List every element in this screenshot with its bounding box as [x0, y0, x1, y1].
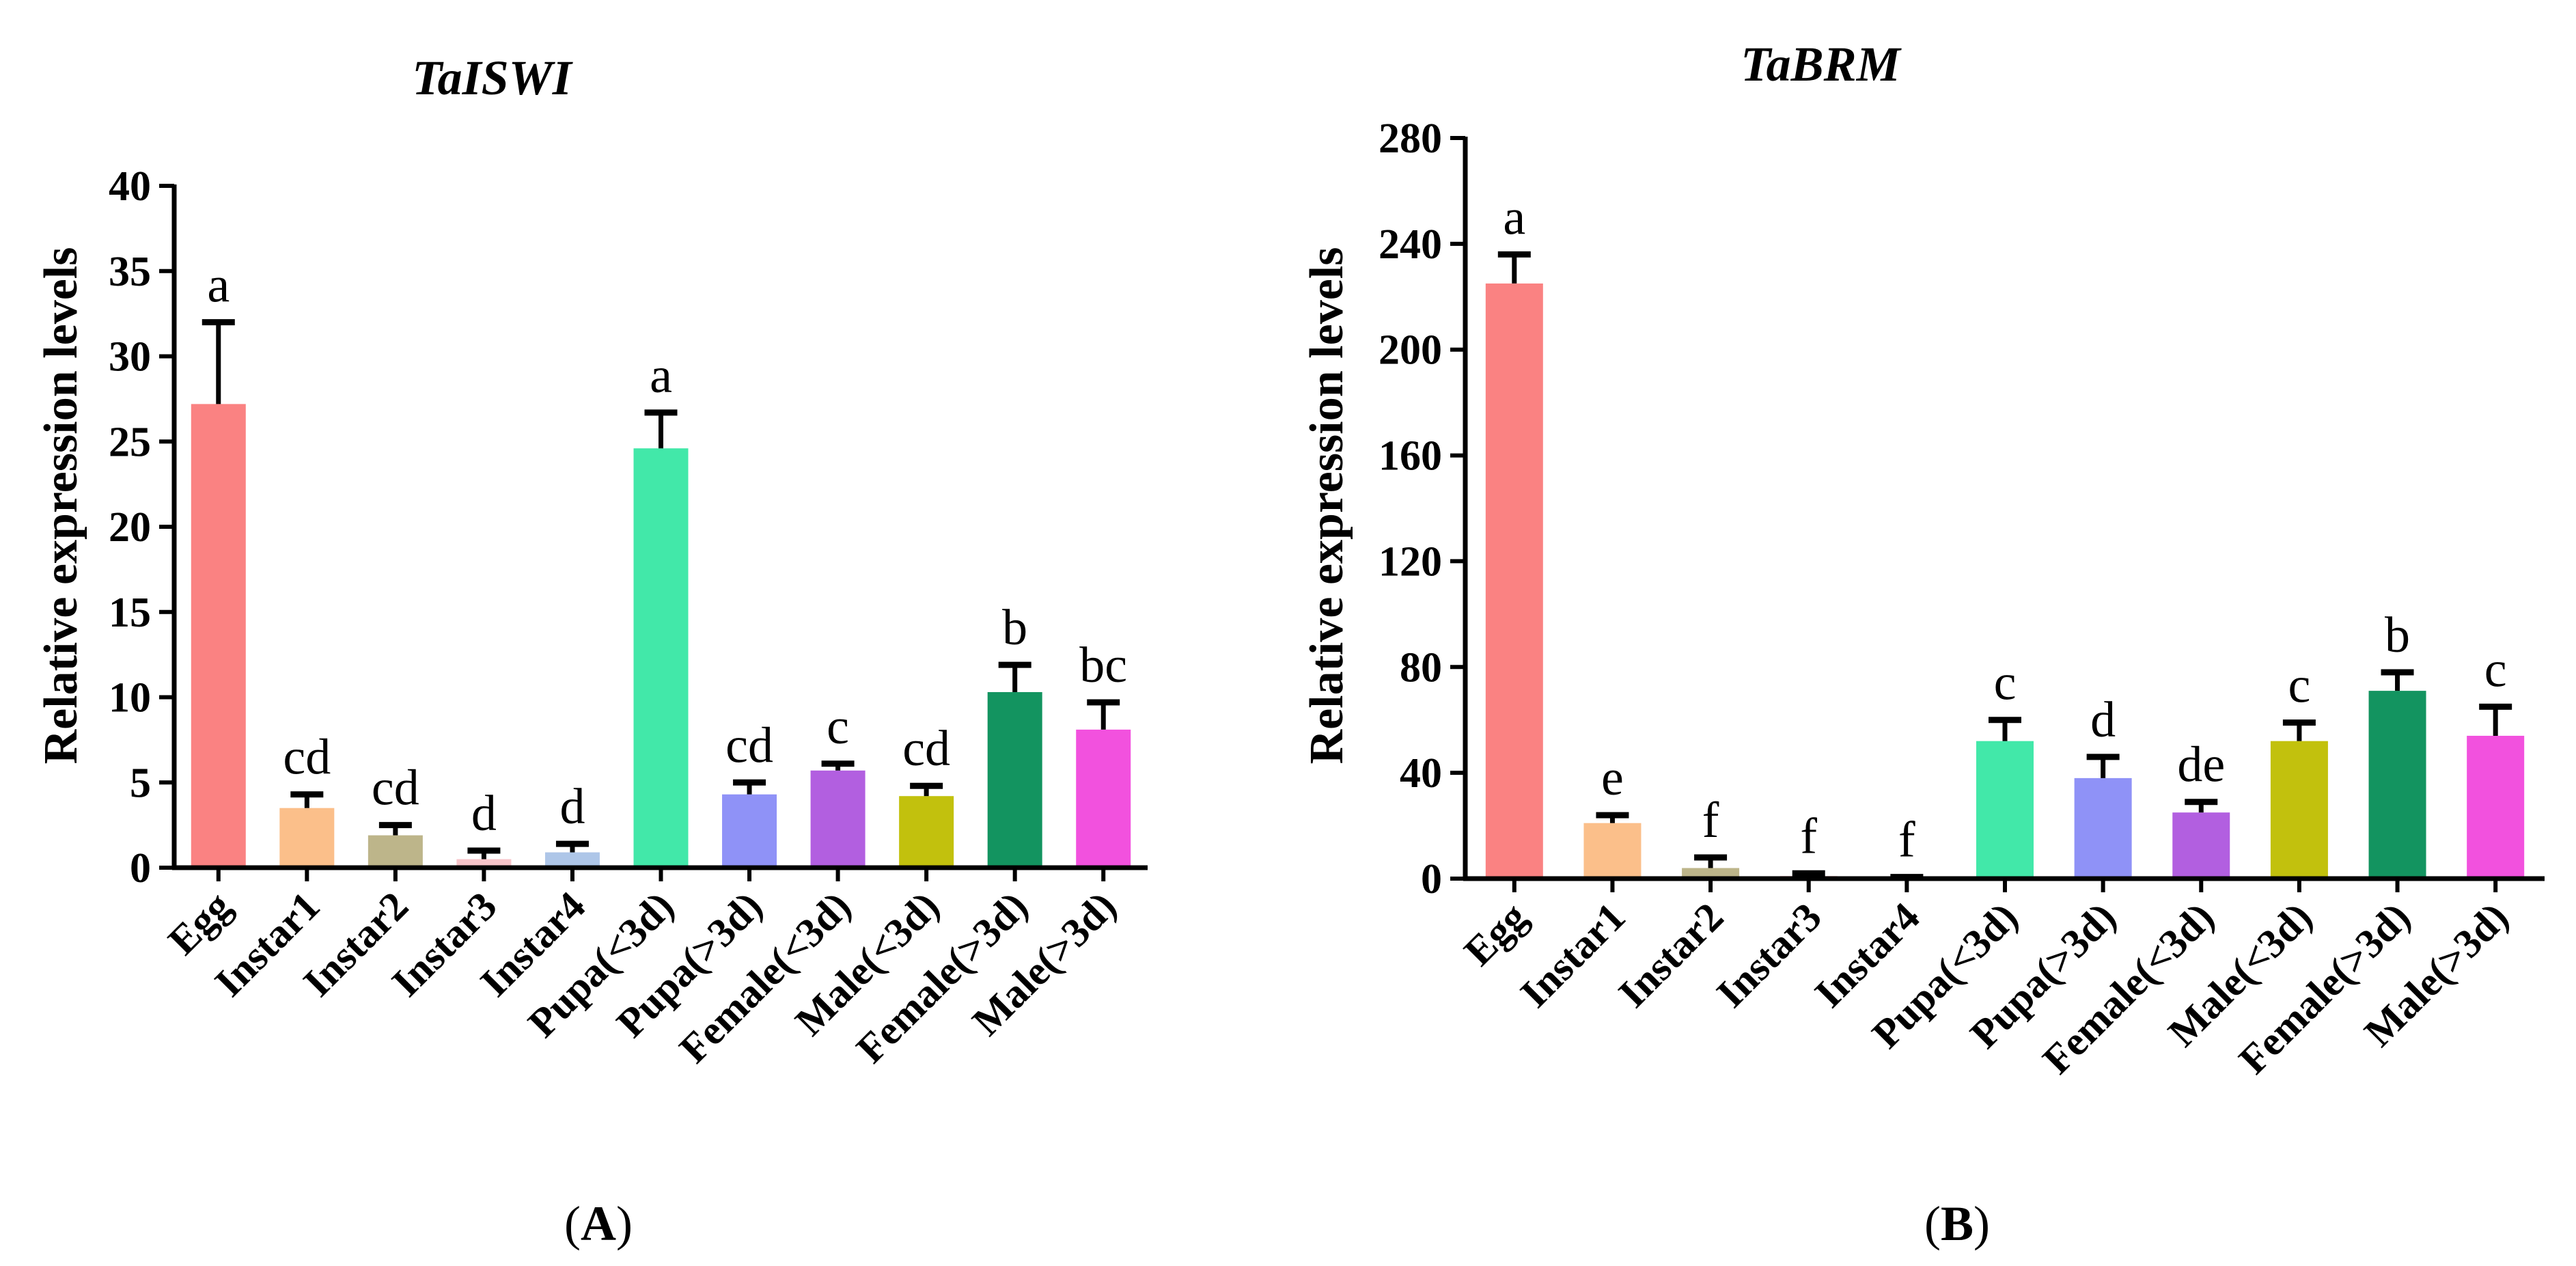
- significance-letter: a: [650, 348, 672, 404]
- category-labels: EggInstar1Instar2Instar3Instar4Pupa(<3d)…: [1456, 894, 2517, 1083]
- bar: [2172, 812, 2230, 879]
- significance-letter: c: [1994, 655, 2017, 711]
- x-tick-label: Instar2: [1610, 894, 1732, 1017]
- y-axis-label: Relative expression levels: [35, 247, 87, 765]
- bar: [810, 770, 865, 868]
- significance-letter: c: [2484, 642, 2507, 698]
- bar: [1682, 868, 1740, 879]
- significance-letter: cd: [725, 717, 773, 773]
- bar: [2074, 778, 2132, 879]
- y-tick-label: 35: [109, 249, 151, 295]
- y-axis-ticks: 0 40 80 120 160 200 240 280: [1379, 115, 1465, 903]
- chart-tabrm: TaBRM Relative expression levels 0 40 80 12…: [1301, 37, 2545, 1251]
- axes: [1463, 137, 2545, 892]
- significance-letter: cd: [372, 760, 419, 816]
- y-tick-label: 0: [130, 845, 151, 892]
- panel-label: (B): [1924, 1196, 1990, 1251]
- y-tick-label: 200: [1379, 327, 1442, 374]
- bar: [987, 692, 1042, 868]
- significance-letter: b: [2385, 607, 2410, 663]
- y-tick-label: 280: [1379, 115, 1442, 162]
- bar: [2270, 741, 2328, 879]
- significance-letter: f: [1800, 808, 1817, 864]
- panel-label: (A): [564, 1196, 633, 1251]
- bar: [1076, 729, 1131, 868]
- x-tick-label: Egg: [1456, 894, 1536, 974]
- significance-letter: d: [2090, 692, 2116, 748]
- panel-letter: A: [581, 1196, 616, 1251]
- significance-letter: f: [1702, 793, 1719, 849]
- y-tick-label: 40: [109, 163, 151, 210]
- significance-letter: a: [207, 258, 230, 314]
- significance-letter: b: [1002, 600, 1027, 656]
- bar: [1976, 741, 2034, 879]
- y-tick-label: 160: [1379, 433, 1442, 480]
- significance-letter: c: [827, 699, 849, 755]
- y-axis-label: Relative expression levels: [1301, 247, 1353, 765]
- bar: [2368, 691, 2426, 879]
- bar: [2467, 735, 2525, 879]
- x-tick-label: Instar3: [1708, 894, 1830, 1017]
- bar: [1583, 823, 1642, 879]
- bar: [279, 808, 335, 868]
- significance-letter: de: [2177, 737, 2225, 793]
- chart-title: TaBRM: [1741, 37, 1902, 92]
- y-tick-label: 120: [1379, 538, 1442, 585]
- bar: [544, 852, 600, 868]
- y-tick-label: 240: [1379, 221, 1442, 268]
- bars: a e f f f c d de c b c: [1485, 189, 2525, 881]
- x-tick-label: Instar1: [1512, 894, 1634, 1017]
- y-tick-label: 15: [109, 590, 151, 636]
- y-tick-label: 10: [109, 675, 151, 721]
- significance-letter: d: [471, 786, 497, 842]
- bar: [722, 794, 777, 868]
- significance-letter: d: [559, 779, 585, 835]
- significance-letter: a: [1503, 189, 1525, 245]
- y-tick-label: 30: [109, 334, 151, 381]
- bar: [1485, 283, 1543, 879]
- axes: [171, 184, 1148, 881]
- bar: [191, 404, 246, 868]
- chart-taiswi: TaISWI Relative expression levels 0 5 10 15…: [35, 51, 1148, 1251]
- significance-letter: bc: [1079, 637, 1127, 693]
- chart-title: TaISWI: [412, 51, 573, 105]
- significance-letter: cd: [283, 730, 331, 786]
- y-tick-label: 5: [130, 760, 151, 806]
- bar: [899, 796, 954, 868]
- significance-letter: cd: [902, 721, 950, 777]
- y-tick-label: 0: [1421, 856, 1442, 903]
- y-tick-label: 80: [1400, 644, 1442, 691]
- y-tick-label: 20: [109, 504, 151, 551]
- y-tick-label: 25: [109, 419, 151, 465]
- category-labels: EggInstar1Instar2Instar3Instar4Pupa(<3d)…: [160, 883, 1125, 1072]
- bar: [368, 835, 423, 868]
- significance-letter: e: [1601, 750, 1624, 806]
- y-axis-ticks: 0 5 10 15 20 25 30 35 40: [109, 163, 174, 892]
- significance-letter: c: [2288, 658, 2310, 714]
- panel-letter: B: [1941, 1196, 1973, 1251]
- bar: [633, 448, 689, 868]
- significance-letter: f: [1898, 812, 1915, 868]
- y-tick-label: 40: [1400, 750, 1442, 797]
